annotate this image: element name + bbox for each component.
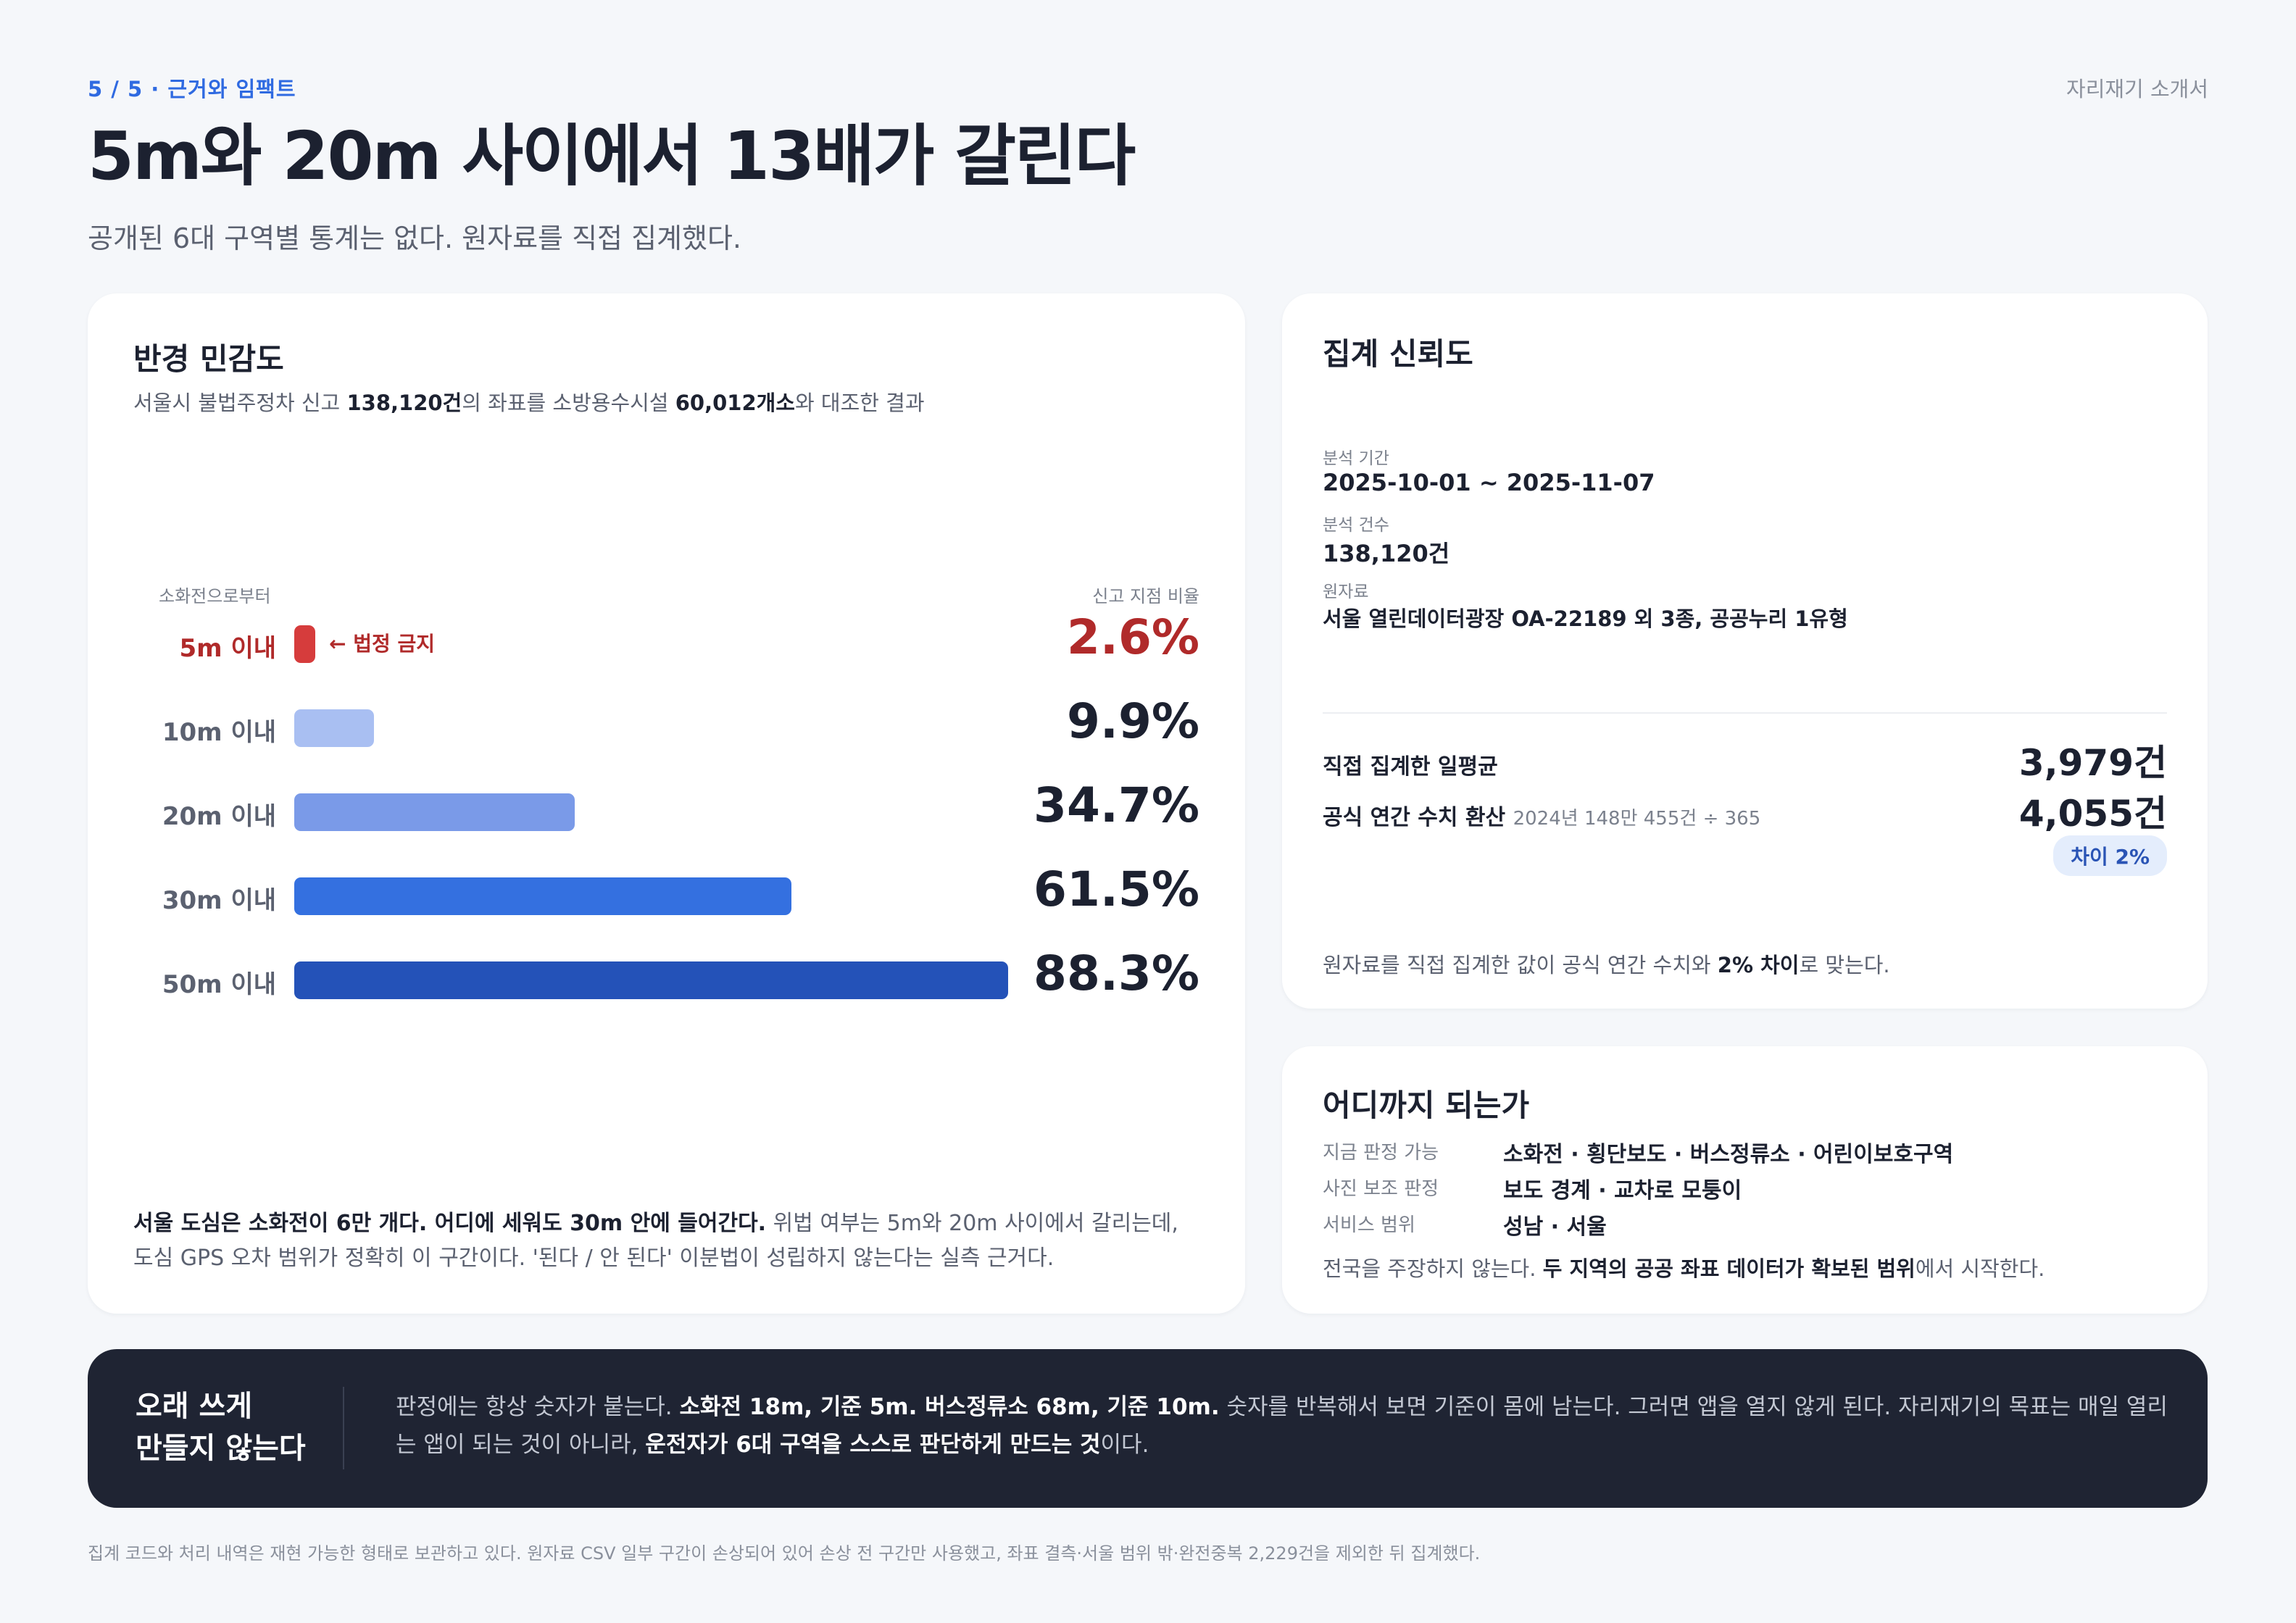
bar <box>294 709 375 747</box>
bar-category-label: 5m 이내 <box>179 634 276 663</box>
banner-text-part: 숫자를 반복해서 보면 기준이 몸에 남는다. 그러면 앱을 열지 않게 된다.… <box>396 1394 2168 1458</box>
sensitivity-desc: 서울시 불법주정차 신고 138,120건의 좌표를 소방용수시설 60,012… <box>133 386 925 417</box>
count-value: 138,120건 <box>1323 540 1450 567</box>
page-title: 5m와 20m 사이에서 13배가 갈린다 <box>88 117 1136 195</box>
diff-badge: 차이 2% <box>2053 835 2167 876</box>
period-value: 2025-10-01 ~ 2025-11-07 <box>1323 469 1655 496</box>
bar-category-label: 50m 이내 <box>162 970 276 999</box>
scope-note-bold: 두 지역의 공공 좌표 데이터가 확보된 범위 <box>1542 1256 1916 1281</box>
scope-card: 어디까지 되는가 지금 판정 가능 소화전 · 횡단보도 · 버스정류소 · 어… <box>1282 1046 2208 1314</box>
footnote: 집계 코드와 처리 내역은 재현 가능한 형태로 보관하고 있다. 원자료 CS… <box>88 1543 1481 1564</box>
bar-value-label: 2.6% <box>1066 609 1199 665</box>
desc-reports-count: 138,120건 <box>346 391 462 415</box>
bar <box>294 793 575 831</box>
scope-note-text: 에서 시작한다. <box>1915 1256 2045 1281</box>
reliability-title: 집계 신뢰도 <box>1323 336 1473 372</box>
axis-label-ratio: 신고 지점 비율 <box>1092 586 1199 606</box>
reliability-summary: 원자료를 직접 집계한 값이 공식 연간 수치와 2% 차이로 맞는다. <box>1323 948 1890 979</box>
legal-ban-note: ← 법정 금지 <box>329 632 435 656</box>
bar <box>294 961 1009 999</box>
bar-value-label: 88.3% <box>1033 946 1199 1001</box>
bar-category-label: 10m 이내 <box>162 718 276 747</box>
sensitivity-title: 반경 민감도 <box>133 341 284 377</box>
divider <box>1323 712 2167 714</box>
official-label: 공식 연간 수치 환산 2024년 148만 455건 ÷ 365 <box>1323 799 1760 831</box>
bar <box>294 625 316 663</box>
summary-text: 로 맞는다. <box>1799 953 1890 977</box>
desc-text: 와 대조한 결과 <box>795 391 925 415</box>
scope-row-value: 보도 경계 · 교차로 모퉁이 <box>1503 1178 1742 1203</box>
brand-label: 자리재기 소개서 <box>2066 77 2208 101</box>
bar <box>294 877 792 915</box>
official-note: 2024년 148만 455건 ÷ 365 <box>1513 808 1761 830</box>
banner-text-part: 이다. <box>1100 1432 1149 1458</box>
sensitivity-card: 반경 민감도 서울시 불법주정차 신고 138,120건의 좌표를 소방용수시설… <box>88 293 1245 1314</box>
scope-row-label: 서비스 범위 <box>1323 1214 1415 1236</box>
banner-text-bold: 운전자가 6대 구역을 스스로 판단하게 만드는 것 <box>645 1432 1101 1458</box>
period-label: 분석 기간 <box>1323 449 1389 468</box>
banner-title-line: 만들지 않는다 <box>136 1432 306 1465</box>
section-eyebrow: 5 / 5 · 근거와 임팩트 <box>88 77 296 101</box>
banner-title-line: 오래 쓰게 <box>136 1390 253 1423</box>
sensitivity-note: 서울 도심은 소화전이 6만 개다. 어디에 세워도 30m 안에 들어간다. … <box>133 1206 1199 1276</box>
note-rest: 위법 여부는 5m와 20m 사이에서 갈리는데, 도심 GPS 오차 범위가 … <box>133 1211 1178 1271</box>
desc-text: 서울시 불법주정차 신고 <box>133 391 347 415</box>
scope-row-value: 성남 · 서울 <box>1503 1214 1607 1240</box>
bar-value-label: 34.7% <box>1033 777 1199 833</box>
bar-value-label: 9.9% <box>1066 693 1199 749</box>
bar-value-label: 61.5% <box>1033 861 1199 917</box>
banner-text-bold: 소화전 18m, 기준 5m. 버스정류소 68m, 기준 10m. <box>679 1394 1220 1420</box>
scope-note-text: 전국을 주장하지 않는다. <box>1323 1256 1543 1281</box>
banner-divider <box>343 1387 344 1469</box>
source-label: 원자료 <box>1323 583 1369 601</box>
banner-title: 오래 쓰게 만들지 않는다 <box>136 1385 306 1469</box>
desc-text: 의 좌표를 소방용수시설 <box>462 391 675 415</box>
official-value: 4,055건 <box>2018 793 2167 835</box>
daily-avg-label: 직접 집계한 일평균 <box>1323 754 1498 780</box>
source-value: 서울 열린데이터광장 OA-22189 외 3종, 공공누리 1유형 <box>1323 606 1848 631</box>
desc-hydrant-count: 60,012개소 <box>675 391 795 415</box>
banner-text-part: 판정에는 항상 숫자가 붙는다. <box>396 1394 680 1420</box>
reliability-card: 집계 신뢰도 분석 기간 2025-10-01 ~ 2025-11-07 분석 … <box>1282 293 2208 1009</box>
page-subtitle: 공개된 6대 구역별 통계는 없다. 원자료를 직접 집계했다. <box>88 222 742 254</box>
bar-category-label: 20m 이내 <box>162 802 276 831</box>
scope-row-value: 소화전 · 횡단보도 · 버스정류소 · 어린이보호구역 <box>1503 1142 1954 1167</box>
official-label-text: 공식 연간 수치 환산 <box>1323 805 1506 830</box>
note-bold: 서울 도심은 소화전이 6만 개다. 어디에 세워도 30m 안에 들어간다. <box>133 1211 767 1236</box>
summary-text: 원자료를 직접 집계한 값이 공식 연간 수치와 <box>1323 953 1718 977</box>
scope-note: 전국을 주장하지 않는다. 두 지역의 공공 좌표 데이터가 확보된 범위에서 … <box>1323 1252 2045 1282</box>
banner-text: 판정에는 항상 숫자가 붙는다. 소화전 18m, 기준 5m. 버스정류소 6… <box>396 1388 2179 1464</box>
scope-row-label: 지금 판정 가능 <box>1323 1142 1439 1164</box>
summary-bold: 2% 차이 <box>1717 953 1800 977</box>
principle-banner: 오래 쓰게 만들지 않는다 판정에는 항상 숫자가 붙는다. 소화전 18m, … <box>88 1349 2208 1508</box>
scope-title: 어디까지 되는가 <box>1323 1088 1530 1123</box>
axis-label-distance: 소화전으로부터 <box>159 586 271 606</box>
bar-category-label: 30m 이내 <box>162 886 276 915</box>
scope-row-label: 사진 보조 판정 <box>1323 1178 1439 1200</box>
daily-avg-value: 3,979건 <box>2018 742 2167 784</box>
count-label: 분석 건수 <box>1323 516 1389 535</box>
